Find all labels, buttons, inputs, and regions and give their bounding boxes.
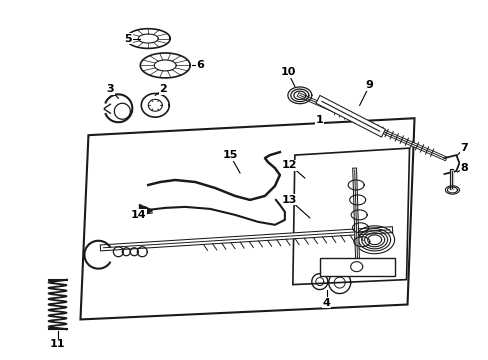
Text: 10: 10: [280, 67, 295, 77]
Polygon shape: [292, 148, 408, 285]
Text: 11: 11: [50, 339, 65, 349]
Text: 15: 15: [222, 150, 237, 160]
Text: 1: 1: [315, 115, 323, 125]
Text: 3: 3: [106, 84, 114, 94]
Text: 7: 7: [460, 143, 468, 153]
Text: 6: 6: [196, 60, 203, 71]
Text: 8: 8: [460, 163, 468, 173]
Text: 2: 2: [159, 84, 167, 94]
Text: 14: 14: [130, 210, 146, 220]
Text: 4: 4: [322, 297, 330, 307]
Text: 9: 9: [365, 80, 373, 90]
Bar: [319, 258, 394, 276]
Text: 12: 12: [282, 160, 297, 170]
Text: 5: 5: [124, 33, 132, 44]
Text: 13: 13: [282, 195, 297, 205]
